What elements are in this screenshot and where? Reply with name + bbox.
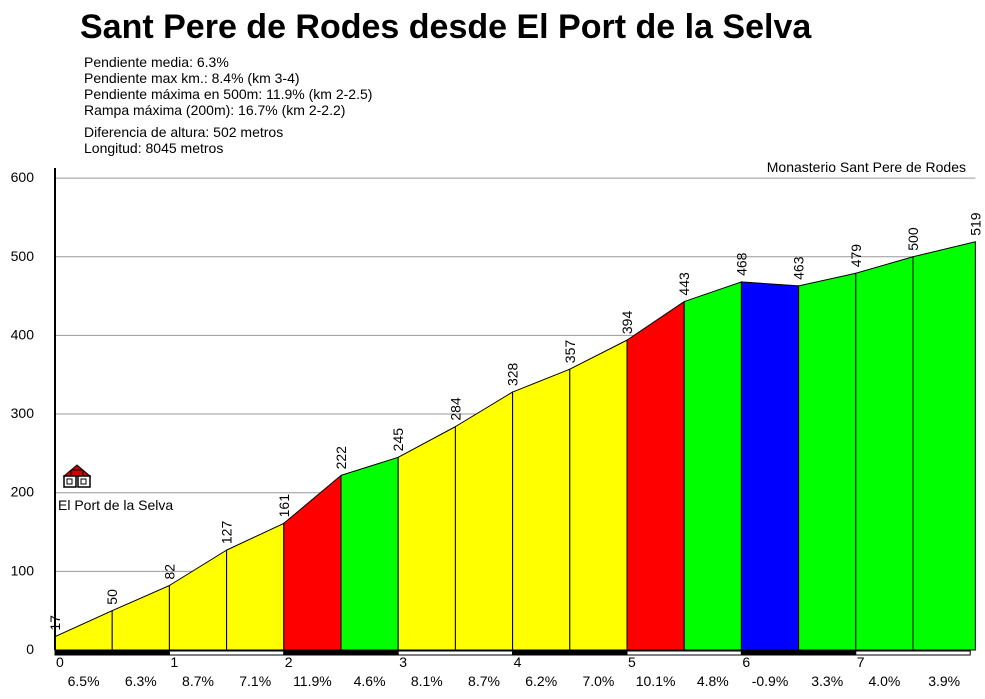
- end-label: Monasterio Sant Pere de Rodes: [767, 159, 966, 175]
- gradient-label: 4.0%: [868, 673, 900, 689]
- y-tick-labels: 0 100 200 300 400 500 600: [11, 169, 35, 657]
- gradient-label: 7.1%: [239, 673, 271, 689]
- y-tick-label: 500: [11, 248, 35, 264]
- x-axis-bar: [855, 650, 971, 656]
- gradient-label: 10.1%: [636, 673, 676, 689]
- profile-segment: [226, 522, 285, 651]
- start-label: El Port de la Selva: [58, 497, 173, 513]
- y-tick-label: 100: [11, 562, 35, 578]
- profile-segments: [54, 241, 976, 651]
- elevation-label: 127: [219, 521, 235, 545]
- house-icon: [62, 464, 92, 488]
- profile-segment: [54, 609, 113, 651]
- y-tick-label: 200: [11, 484, 35, 500]
- stat-diferencia-altura: Diferencia de altura: 502 metros: [84, 124, 284, 140]
- profile-segment: [111, 584, 170, 651]
- gradient-label: 6.3%: [125, 673, 157, 689]
- stat-pendiente-media: Pendiente media: 6.3%: [84, 54, 229, 70]
- elevation-label: 519: [967, 212, 983, 236]
- elevation-label: 328: [505, 362, 521, 386]
- x-axis-bar: [397, 650, 514, 656]
- gradient-label: 8.7%: [182, 673, 214, 689]
- profile-segment: [454, 391, 514, 651]
- x-tick-label: 5: [628, 654, 636, 670]
- elevation-label: 357: [562, 340, 578, 364]
- profile-segment: [569, 339, 628, 651]
- elevation-label: 443: [676, 272, 692, 296]
- elevation-label: 17: [47, 615, 63, 631]
- x-tick-label: 3: [399, 654, 407, 670]
- profile-segment: [168, 549, 228, 651]
- y-tick-label: 0: [26, 641, 34, 657]
- profile-segment: [683, 281, 742, 651]
- stat-rampa-maxima: Rampa máxima (200m): 16.7% (km 2-2.2): [84, 102, 346, 118]
- profile-segment: [912, 241, 976, 651]
- x-axis-bar: [283, 650, 399, 656]
- stat-longitud: Longitud: 8045 metros: [84, 140, 224, 156]
- elevation-label: 284: [447, 397, 463, 421]
- elevation-label: 82: [161, 564, 177, 580]
- y-tick-label: 400: [11, 326, 35, 342]
- stat-pendiente-max-km: Pendiente max km.: 8.4% (km 3-4): [84, 70, 300, 86]
- elevation-label: 245: [390, 428, 406, 452]
- x-axis-bar: [512, 650, 628, 656]
- elevation-label: 50: [104, 589, 120, 605]
- gradient-label: 7.0%: [582, 673, 614, 689]
- gradient-labels: 6.5% 6.3% 8.7% 7.1% 11.9% 4.6% 8.1% 8.7% 6.2% 7.0…: [68, 673, 960, 689]
- x-tick-label: 7: [857, 654, 865, 670]
- x-tick-label: 0: [56, 654, 64, 670]
- x-axis-bar: [626, 650, 742, 656]
- elevation-label: 500: [905, 227, 921, 251]
- x-axis-bar: [54, 650, 170, 656]
- x-axis-bar: [740, 650, 857, 656]
- x-axis: 0 1 2 3 4 5 6 7: [54, 650, 971, 670]
- x-tick-label: 2: [285, 654, 293, 670]
- profile-segment: [798, 272, 857, 651]
- elevation-label: 468: [733, 252, 749, 276]
- gradient-label: 6.2%: [525, 673, 557, 689]
- x-tick-label: 6: [742, 654, 750, 670]
- elevation-label: 479: [848, 244, 864, 268]
- gradient-label: 4.6%: [354, 673, 386, 689]
- elevation-label: 463: [791, 256, 807, 280]
- gradient-label: 4.8%: [697, 673, 729, 689]
- profile-segment: [512, 368, 571, 651]
- x-tick-label: 4: [514, 654, 522, 670]
- gradient-label: -0.9%: [752, 673, 789, 689]
- elevation-labels: 17 50 82 127 161 222 245 284 328 357 394 443 468 463 4…: [47, 212, 983, 630]
- profile-segment: [397, 425, 456, 651]
- x-tick-label: 1: [170, 654, 178, 670]
- profile-segment: [283, 474, 342, 651]
- gradient-label: 11.9%: [293, 673, 332, 689]
- x-axis-bar: [168, 650, 285, 656]
- elevation-label: 222: [333, 446, 349, 470]
- profile-segment: [740, 281, 800, 651]
- gradient-label: 6.5%: [68, 673, 100, 689]
- stats-panel: Pendiente media: 6.3% Pendiente max km.:…: [84, 54, 372, 156]
- stat-pendiente-max-500m: Pendiente máxima en 500m: 11.9% (km 2-2.…: [84, 86, 373, 102]
- gradient-label: 8.7%: [468, 673, 500, 689]
- profile-segment: [855, 256, 914, 651]
- gradient-label: 3.9%: [928, 673, 960, 689]
- profile-segment: [626, 300, 685, 651]
- chart-title: Sant Pere de Rodes desde El Port de la S…: [80, 8, 812, 46]
- elevation-label: 161: [276, 494, 292, 518]
- elevation-label: 394: [619, 311, 635, 335]
- start-marker: El Port de la Selva: [58, 464, 173, 513]
- profile-segment: [340, 456, 399, 651]
- gradient-label: 8.1%: [411, 673, 443, 689]
- y-tick-label: 300: [11, 405, 35, 421]
- gradient-label: 3.3%: [811, 673, 843, 689]
- y-tick-label: 600: [11, 169, 35, 185]
